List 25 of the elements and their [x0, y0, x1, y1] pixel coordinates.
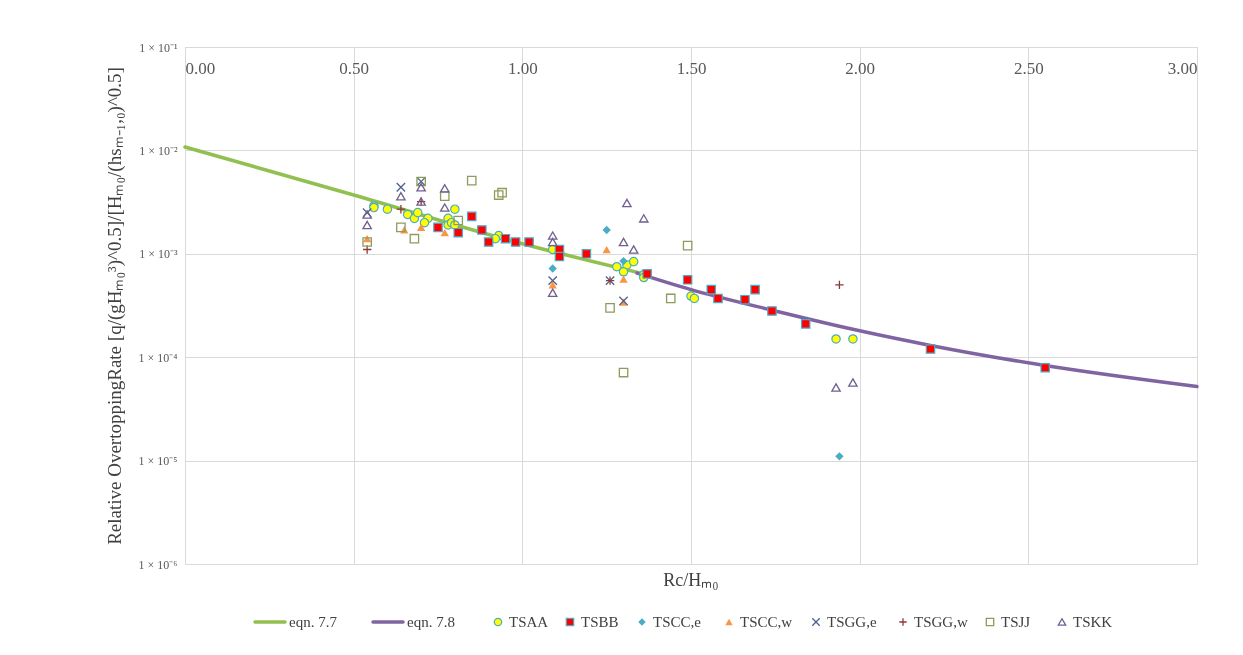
- y-tick-label: 1 × 10⁻¹: [139, 40, 178, 55]
- x-tick-label: 2.00: [845, 58, 876, 78]
- x-tick-label: 0.50: [339, 58, 370, 78]
- x-axis-title: Rc/Hₘ₀: [663, 570, 719, 590]
- y-tick-label: 1 × 10⁻⁴: [138, 350, 178, 365]
- legend-label: TSGG,e: [827, 614, 877, 630]
- legend-label: TSBB: [581, 614, 619, 630]
- legend-label: TSGG,w: [914, 614, 968, 630]
- x-tick-label: 0.00: [185, 58, 216, 78]
- legend-label: TSJJ: [1001, 614, 1031, 630]
- x-tick-label: 1.50: [676, 58, 707, 78]
- x-tick-label: 2.50: [1013, 58, 1044, 78]
- y-tick-label: 1 × 10⁻²: [139, 143, 178, 158]
- legend-label: TSAA: [509, 614, 549, 630]
- y-tick-label: 1 × 10⁻⁵: [138, 454, 178, 469]
- legend-label: eqn. 7.8: [407, 614, 455, 630]
- y-tick-label: 1 × 10⁻⁶: [138, 557, 178, 572]
- y-tick-label: 1 × 10⁻³: [139, 247, 178, 262]
- legend-label: TSKK: [1073, 614, 1113, 630]
- x-tick-label: 3.00: [1167, 58, 1198, 78]
- legend-label: TSCC,w: [740, 614, 793, 630]
- x-tick-label: 1.00: [507, 58, 538, 78]
- legend-label: TSCC,e: [653, 614, 702, 630]
- legend-label: eqn. 7.7: [289, 614, 338, 630]
- y-axis-title: Relative OvertoppingRate [q/(gHₘ₀³)^0.5]/[Hₘ₀/(hsₘ₋₁,₀)^0.5]: [103, 67, 126, 545]
